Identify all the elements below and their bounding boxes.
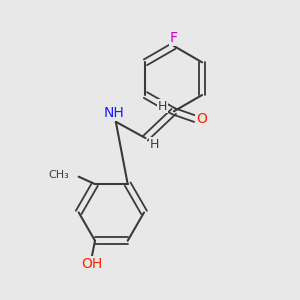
Text: O: O [196, 112, 207, 126]
Text: H: H [158, 100, 167, 112]
Text: F: F [170, 31, 178, 45]
Text: CH₃: CH₃ [48, 170, 69, 180]
Text: OH: OH [81, 257, 103, 271]
Text: NH: NH [104, 106, 125, 120]
Text: H: H [150, 138, 159, 151]
